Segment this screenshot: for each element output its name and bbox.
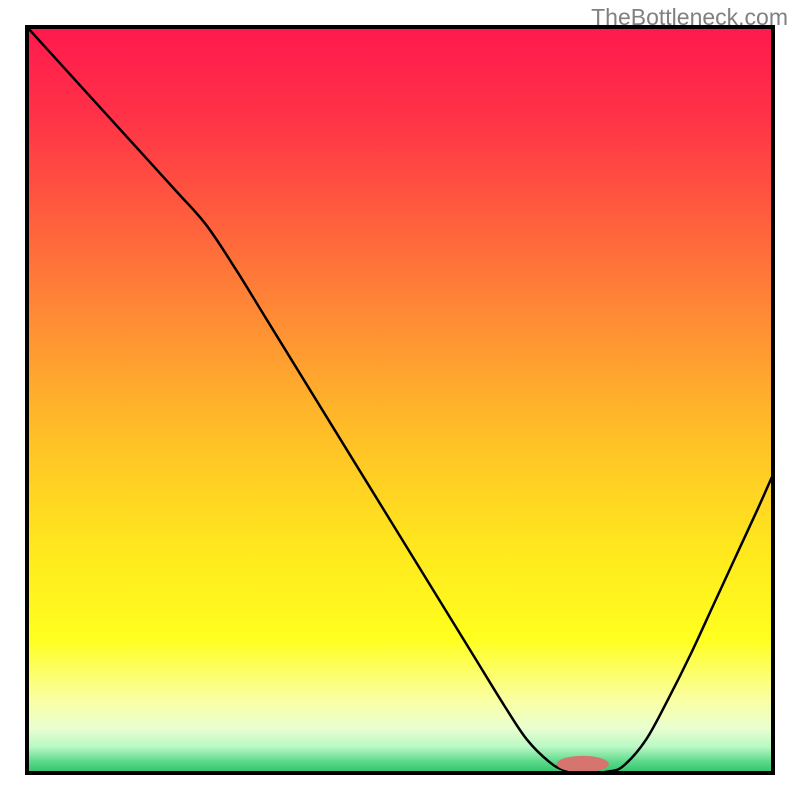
chart-container	[0, 0, 800, 800]
optimal-point-marker	[557, 756, 609, 772]
plot-background	[27, 27, 773, 773]
bottleneck-curve-chart	[0, 0, 800, 800]
